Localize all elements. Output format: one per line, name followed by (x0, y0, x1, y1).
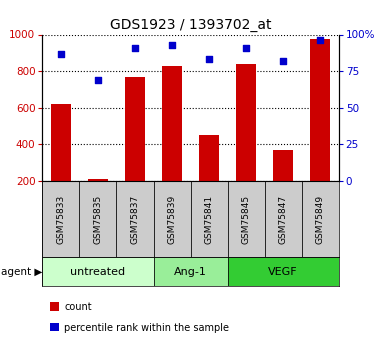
Point (132, 45, 138, 50)
Point (95, 77, 101, 83)
Bar (228, 181, 264, 257)
Bar (42, 257, 154, 286)
Bar (116, 181, 154, 257)
Bar (79, 181, 116, 257)
Text: percentile rank within the sample: percentile rank within the sample (64, 323, 229, 333)
Point (280, 58, 286, 63)
Bar (162, 66, 182, 181)
Bar (154, 181, 191, 257)
Bar (236, 64, 256, 181)
Text: GSM75847: GSM75847 (279, 195, 288, 244)
Bar (125, 77, 145, 181)
Text: VEGF: VEGF (268, 267, 298, 277)
Bar (310, 39, 330, 181)
Bar (265, 181, 302, 257)
Text: untreated: untreated (70, 267, 126, 277)
Bar (88, 179, 108, 181)
Bar (51, 104, 71, 181)
Text: GSM75835: GSM75835 (94, 195, 102, 244)
Bar (191, 181, 228, 257)
Text: Ang-1: Ang-1 (174, 267, 207, 277)
Text: GSM75845: GSM75845 (242, 195, 251, 244)
Text: GSM75841: GSM75841 (204, 195, 214, 244)
Title: GDS1923 / 1393702_at: GDS1923 / 1393702_at (110, 18, 271, 32)
Bar (273, 150, 293, 181)
Point (58, 51, 64, 56)
Text: GSM75837: GSM75837 (131, 195, 139, 244)
Bar (302, 181, 339, 257)
Bar (228, 257, 339, 286)
Point (206, 57, 212, 62)
Point (169, 42, 175, 48)
Text: agent ▶: agent ▶ (1, 267, 42, 277)
Text: GSM75839: GSM75839 (167, 195, 177, 244)
Point (317, 38, 323, 43)
Text: GSM75849: GSM75849 (316, 195, 325, 244)
Bar (42, 181, 79, 257)
Point (243, 45, 249, 50)
Bar (154, 257, 228, 286)
Text: count: count (64, 303, 92, 313)
Bar (199, 135, 219, 181)
Text: GSM75833: GSM75833 (56, 195, 65, 244)
